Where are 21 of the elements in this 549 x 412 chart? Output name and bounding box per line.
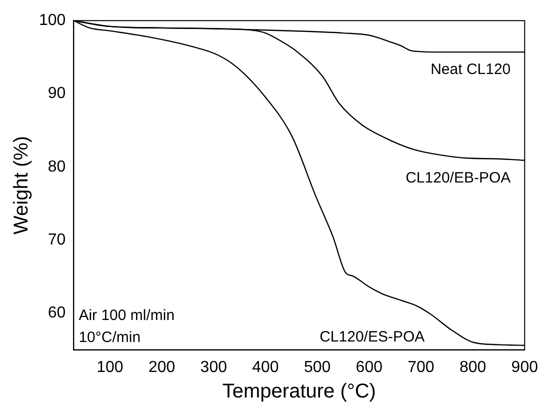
x-tick-label: 800 [459,358,486,376]
x-tick-label: 100 [96,358,124,376]
x-tick-label: 900 [511,358,538,376]
y-tick-label: 90 [48,85,66,102]
series-label: Neat CL120 [430,61,511,78]
y-tick-label: 60 [48,304,66,322]
y-tick-label: 70 [48,231,66,248]
y-tick-label: 80 [48,158,66,176]
series-label: CL120/ES-POA [320,328,425,346]
annotation: Air 100 ml/min [78,306,175,324]
x-tick-label: 300 [200,358,228,376]
y-tick-label: 100 [38,12,66,30]
y-axis-title: Weight (%) [10,136,33,234]
x-axis-title: Temperature (°C) [222,380,376,403]
x-tick-label: 200 [148,358,176,376]
x-tick-label: 400 [252,358,279,376]
x-tick-label: 500 [304,358,331,376]
x-tick-label: 700 [408,358,434,376]
x-tick-label: 600 [356,358,383,376]
annotation: 10°C/min [78,328,141,346]
series-label: CL120/EB-POA [406,169,511,186]
